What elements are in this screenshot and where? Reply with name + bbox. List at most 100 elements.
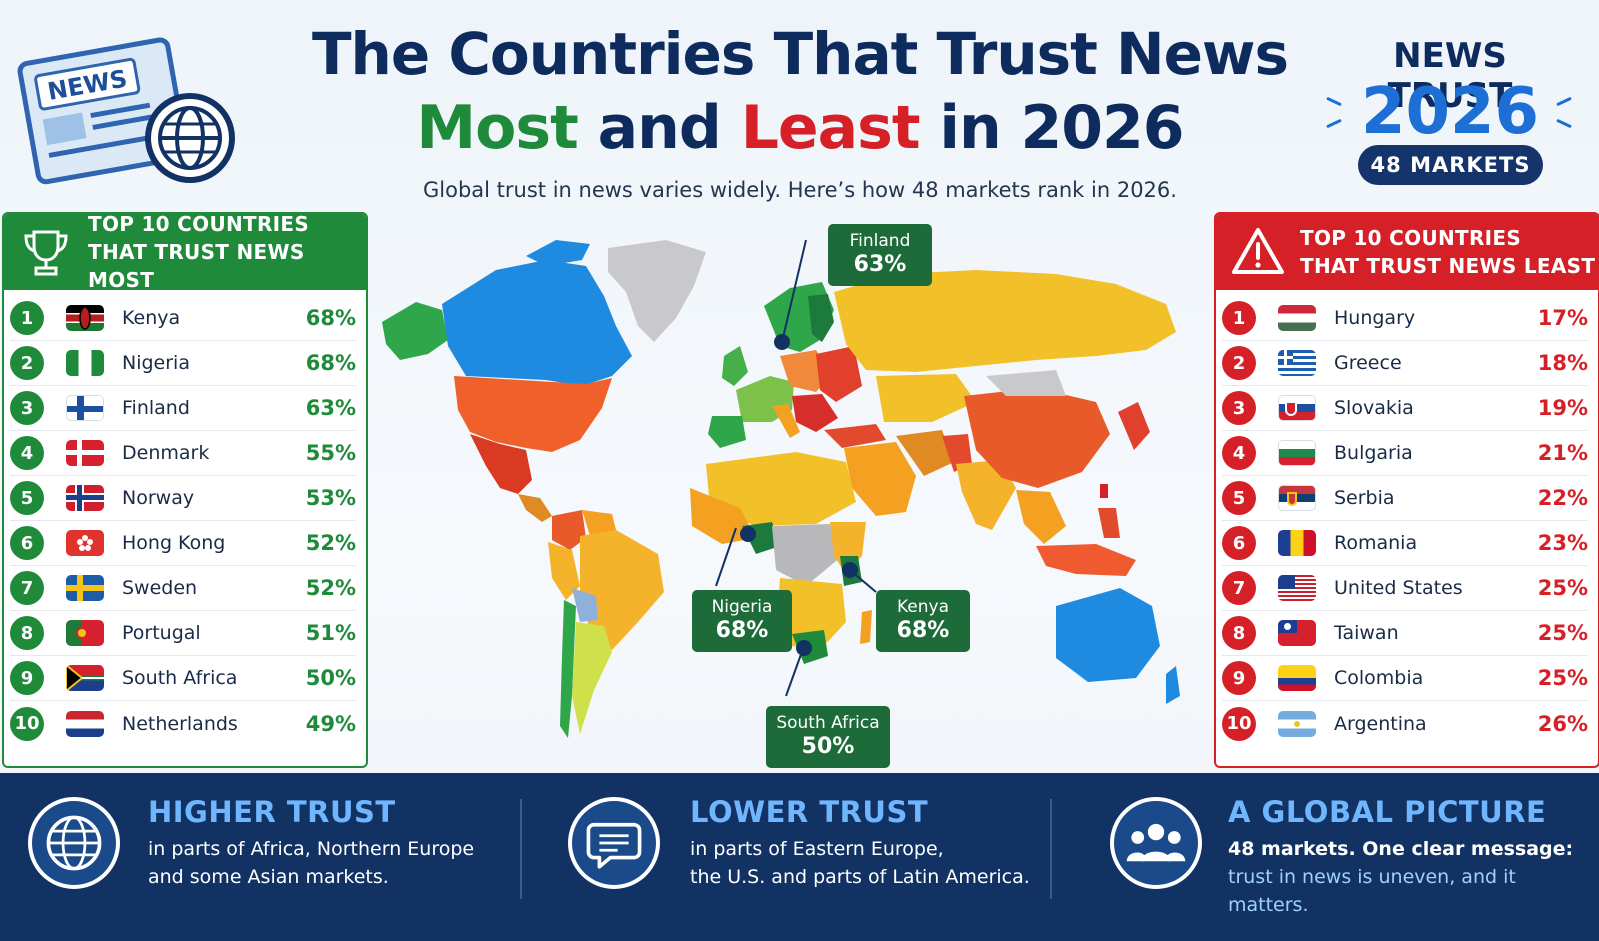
callout-finland-pct: 63% <box>853 252 907 277</box>
badge-year: 2026 <box>1360 75 1540 149</box>
greenland-region <box>608 240 706 342</box>
callout-south-africa-pct: 50% <box>801 734 855 759</box>
rank-badge: 2 <box>1222 346 1256 380</box>
india-region <box>956 460 1016 530</box>
rank-badge: 7 <box>1222 571 1256 605</box>
southeast-asia-region <box>1016 490 1066 544</box>
badge-markets-pill: 48 MARKETS <box>1358 145 1543 185</box>
country-name: Denmark <box>122 442 210 464</box>
finland-flag-icon <box>66 395 104 421</box>
central-asia-region <box>876 374 976 422</box>
page-subtitle: Global trust in news varies widely. Here… <box>423 178 1177 202</box>
global-picture-line1: 48 markets. One clear message: <box>1228 838 1574 860</box>
brazil-region <box>580 530 664 650</box>
country-name: Hungary <box>1334 307 1416 329</box>
west-africa-region <box>690 488 756 544</box>
middle-east-region <box>844 442 916 516</box>
list-item: 7 United States 25% <box>1222 566 1588 611</box>
callout-south-africa: South Africa 50% <box>766 706 890 768</box>
list-item: 1 Kenya 68% <box>10 296 356 341</box>
newspaper-globe-icon: NEWS <box>17 37 235 185</box>
country-name: Colombia <box>1334 667 1424 689</box>
argentina-flag-icon <box>1278 710 1316 737</box>
country-name: Bulgaria <box>1334 442 1413 464</box>
pakistan-region <box>942 434 972 472</box>
list-item: 9 Colombia 25% <box>1222 656 1588 701</box>
bolivia-region <box>572 588 598 622</box>
most-list: 1 Kenya 68% 2 Nigeria 68% 3 Finland 63% … <box>4 290 366 746</box>
venezuela-region <box>582 510 616 536</box>
country-name: Greece <box>1334 352 1402 374</box>
denmark-flag-icon <box>66 440 104 466</box>
trust-percent: 53% <box>305 486 356 510</box>
lower-trust-title: LOWER TRUST <box>690 795 929 829</box>
higher-trust-title: HIGHER TRUST <box>148 795 396 829</box>
rank-badge: 2 <box>10 346 44 380</box>
list-item: 6 Hong Kong 52% <box>10 521 356 566</box>
callout-kenya: Kenya 68% <box>876 590 970 652</box>
australia-region <box>1056 588 1160 682</box>
least-title-line2: THAT TRUST NEWS LEAST <box>1300 254 1596 278</box>
trust-percent: 19% <box>1537 396 1588 420</box>
china-region <box>964 388 1110 488</box>
norway-flag-icon <box>66 485 104 511</box>
rank-badge: 4 <box>1222 436 1256 470</box>
argentina-region <box>572 622 612 734</box>
callout-nigeria-name: Nigeria <box>711 597 773 617</box>
list-item: 9 South Africa 50% <box>10 656 356 701</box>
colombia-region <box>552 510 586 550</box>
country-name: Serbia <box>1334 487 1395 509</box>
colombia-flag-icon <box>1278 665 1316 691</box>
callout-kenya-pct: 68% <box>896 618 950 643</box>
mongolia-region <box>986 370 1066 396</box>
usa-region <box>454 376 612 452</box>
global-picture-title: A GLOBAL PICTURE <box>1228 795 1547 829</box>
title-and: and <box>577 93 741 163</box>
callout-finland-name: Finland <box>849 231 911 251</box>
country-name: Finland <box>122 397 190 419</box>
nigeria-flag-icon <box>66 350 104 376</box>
korea-japan-region <box>1118 402 1150 450</box>
title-most: Most <box>416 93 578 163</box>
country-name: Argentina <box>1334 712 1427 735</box>
greece-flag-icon <box>1278 350 1316 376</box>
callout-south-africa-name: South Africa <box>776 713 880 733</box>
united-states-flag-icon <box>1278 575 1316 601</box>
list-item: 3 Finland 63% <box>10 386 356 431</box>
trust-percent: 68% <box>305 306 356 330</box>
trust-percent: 25% <box>1537 621 1588 645</box>
title-in-year: in 2026 <box>919 93 1184 163</box>
most-title-line1: TOP 10 COUNTRIES <box>88 212 310 236</box>
rank-badge: 9 <box>1222 661 1256 695</box>
country-name: Portugal <box>122 622 201 644</box>
trust-percent: 26% <box>1537 711 1588 736</box>
turkey-region <box>824 424 886 448</box>
rank-badge: 3 <box>1222 391 1256 425</box>
footer-divider <box>520 799 522 899</box>
canada-arctic-region <box>526 240 590 266</box>
indonesia-region <box>1036 544 1136 576</box>
list-item: 5 Serbia 22% <box>1222 476 1588 521</box>
trophy-icon <box>24 230 68 276</box>
uk-region <box>722 346 748 386</box>
trust-percent: 55% <box>305 441 356 465</box>
balkans-region <box>792 394 838 432</box>
rank-badge: 6 <box>10 526 44 560</box>
world-trust-map <box>382 239 1180 738</box>
north-africa-region <box>706 452 856 526</box>
list-item: 4 Denmark 55% <box>10 431 356 476</box>
south-africa-flag-icon <box>66 665 104 691</box>
trust-percent: 22% <box>1537 486 1588 510</box>
country-name: Taiwan <box>1334 622 1399 644</box>
list-item: 8 Portugal 51% <box>10 611 356 656</box>
peru-region <box>548 542 580 600</box>
list-item: 4 Bulgaria 21% <box>1222 431 1588 476</box>
list-item: 7 Sweden 52% <box>10 566 356 611</box>
list-item: 6 Romania 23% <box>1222 521 1588 566</box>
trust-percent: 23% <box>1537 531 1588 555</box>
romania-flag-icon <box>1278 530 1316 556</box>
callout-finland: Finland 63% <box>828 224 932 286</box>
sweden-flag-icon <box>66 575 104 601</box>
lower-trust-line2: the U.S. and parts of Latin America. <box>690 866 1030 888</box>
trust-percent: 52% <box>305 576 356 600</box>
